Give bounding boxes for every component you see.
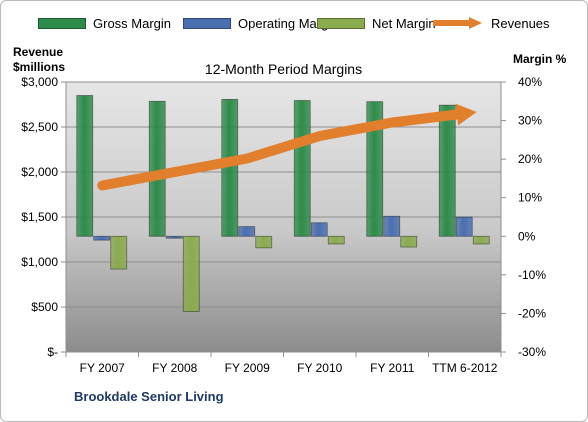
bar-operating-margin [238,226,256,237]
x-tick-label: FY 2011 [370,361,415,375]
bar-operating-margin [383,215,401,237]
legend-net-margin: Net Margin [317,15,436,31]
y2-tick-label: 0% [518,229,536,243]
y-axis-title: Revenue $millions [13,45,65,75]
legend-swatch-operating-margin [183,17,231,29]
y2-tick-label: -20% [518,306,546,320]
company-name: Brookdale Senior Living [74,389,224,404]
legend-swatch-net-margin [317,17,365,29]
y-tick-label: $- [47,345,58,359]
legend-swatch-gross-margin [38,17,86,29]
legend-swatch-revenues [433,17,482,29]
bar-net-margin [255,235,273,249]
bar-operating-margin [310,222,328,237]
y2-tick-label: 20% [518,152,542,166]
y2-axis-title: Margin % [513,52,567,66]
legend-gross-margin: Gross Margin [38,15,171,31]
y-tick-label: $2,000 [21,165,58,179]
y2-tick-label: -10% [518,268,546,282]
revenues-arrow-head [455,103,477,126]
x-tick-label: FY 2010 [297,361,342,375]
revenues-line [97,108,466,191]
bar-operating-margin [455,216,473,237]
bar-gross-margin [438,104,456,237]
x-tick-label: TTM 6-2012 [432,361,498,375]
bar-net-margin [400,235,418,248]
legend-label-gross-margin: Gross Margin [93,15,172,31]
legend-label-revenues: Revenues [491,15,550,31]
x-tick-label: FY 2007 [80,361,125,375]
y-axis-title-line-2: $millions [13,60,66,74]
y-tick-label: $2,500 [21,120,58,134]
chart-title: 12-Month Period Margins [205,61,362,77]
bar-net-margin [110,235,128,270]
bar-gross-margin [366,101,384,237]
legend-label-operating-margin: Operating Margin [238,15,339,31]
y2-tick-label: 10% [518,191,542,205]
bar-net-margin [327,235,345,245]
y-tick-label: $3,000 [21,75,58,89]
bar-operating-margin [165,235,183,239]
bar-gross-margin [293,100,311,237]
bar-net-margin [182,235,200,312]
y-axis-title-line-1: Revenue [13,45,64,59]
y2-tick-label: 30% [518,114,542,128]
legend-operating-margin: Operating Margin [183,15,338,31]
y2-tick-label: 40% [518,75,542,89]
y-tick-label: $500 [31,300,58,314]
y-tick-label: $1,000 [21,255,58,269]
x-tick-label: FY 2008 [152,361,197,375]
bar-operating-margin [93,235,111,241]
y2-tick-label: -30% [518,345,546,359]
bar-net-margin [472,235,490,245]
y-tick-label: $1,500 [21,210,58,224]
x-tick-label: FY 2009 [225,361,270,375]
legend-revenues: Revenues [433,15,550,31]
bar-gross-margin [148,100,166,237]
bar-gross-margin [76,95,94,237]
legend-label-net-margin: Net Margin [372,15,436,31]
